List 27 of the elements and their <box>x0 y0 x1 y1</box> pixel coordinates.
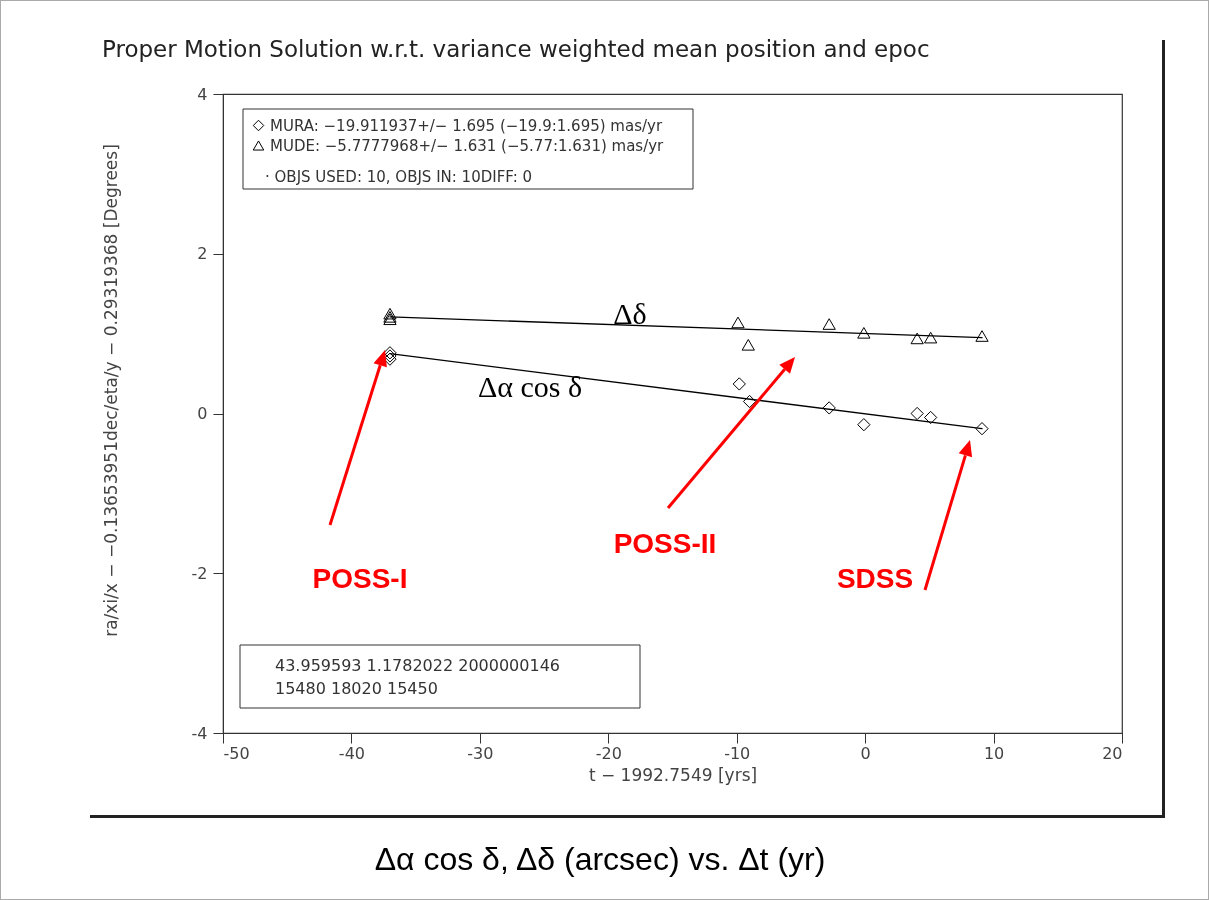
x-tick-label: 20 <box>1102 743 1123 763</box>
y-tick-label: -4 <box>191 723 208 743</box>
annotation: Δα cos δ <box>477 370 583 403</box>
x-tick-label: -10 <box>724 743 751 763</box>
text: Δα cos δ, Δδ (arcsec) vs. Δt (yr) <box>374 841 826 877</box>
y-tick-label: -2 <box>191 563 208 583</box>
y-axis-title: ra/xi/x − −0.13653951dec/eta/y − 0.29319368 [Degrees] <box>100 144 121 637</box>
annotation: 43.959593 1.1782022 2000000146 <box>275 656 561 675</box>
annotation: POSS-I <box>312 563 408 594</box>
x-tick-label: 10 <box>983 743 1005 763</box>
annotation: SDSS <box>836 563 914 594</box>
x-tick-label: -30 <box>467 743 494 763</box>
x-tick-label: -20 <box>595 743 622 763</box>
legend-label: MUDE: −5.7777968+/− 1.631 (−5.77:1.631) mas/yr <box>270 136 665 155</box>
legend-label: MURA: −19.911937+/− 1.695 (−19.9:1.695) mas/yr <box>270 116 663 135</box>
chart-title: Proper Motion Solution w.r.t. variance weighted mean position and epoc <box>102 36 930 62</box>
y-tick-label: 4 <box>197 84 208 104</box>
x-tick-label: -50 <box>223 743 250 763</box>
x-tick-label: 0 <box>860 743 871 763</box>
annotation: 15480 18020 15450 <box>275 679 438 698</box>
annotation: Δδ <box>613 297 647 330</box>
x-tick-label: -40 <box>338 743 365 763</box>
annotation: · OBJS USED: 10, OBJS IN: 10DIFF: 0 <box>265 168 533 186</box>
x-axis-title: t − 1992.7549 [yrs] <box>588 764 758 785</box>
y-tick-label: 2 <box>197 244 208 264</box>
annotation: POSS-II <box>613 528 717 559</box>
y-tick-label: 0 <box>197 404 208 423</box>
